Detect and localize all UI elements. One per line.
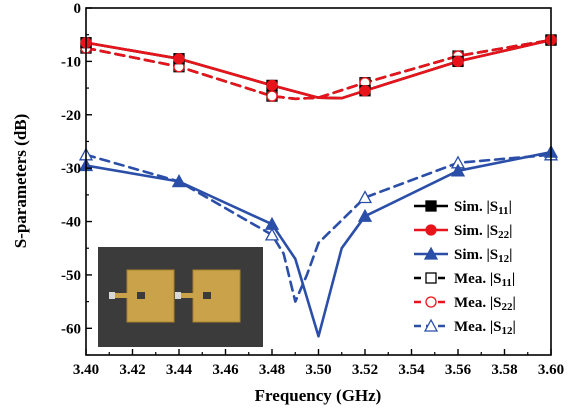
x-axis-title: Frequency (GHz) xyxy=(255,386,382,405)
x-tick-label: 3.52 xyxy=(352,362,378,378)
legend-label-5: Mea. |S12| xyxy=(454,319,516,337)
connector-right xyxy=(175,292,181,299)
x-tick-label: 3.56 xyxy=(445,362,472,378)
x-tick-label: 3.50 xyxy=(305,362,331,378)
data-point-2 xyxy=(357,208,373,222)
y-tick-label: -10 xyxy=(61,54,81,70)
data-point-2 xyxy=(264,216,280,230)
axes-layer: 3.40 3.42 3.44 3.46 3.48 3.50 3.52 3.54 3.56 3.58… xyxy=(61,1,564,378)
data-point-2 xyxy=(450,163,466,177)
y-tick-label: -60 xyxy=(61,321,81,337)
legend-marker-4 xyxy=(425,296,437,308)
legend-label-2: Sim. |S12| xyxy=(454,247,512,265)
series-line-1 xyxy=(86,38,551,100)
series-line-3 xyxy=(86,38,551,101)
feed-right xyxy=(177,293,201,298)
data-point-1 xyxy=(359,85,371,97)
x-tick-label: 3.58 xyxy=(491,362,517,378)
data-point-5 xyxy=(264,227,280,241)
data-point-4 xyxy=(266,90,278,102)
x-tick-label: 3.40 xyxy=(73,362,99,378)
x-tick-label: 3.44 xyxy=(166,362,193,378)
y-tick-label: -20 xyxy=(61,108,81,124)
legend-marker-5 xyxy=(423,318,439,332)
data-point-5 xyxy=(357,190,373,204)
legend: Sim. |S11| Sim. |S22| Sim. |S12| Mea. |S11|… xyxy=(414,199,516,337)
series-line-2 xyxy=(86,150,551,338)
legend-marker-3 xyxy=(425,272,437,284)
connector-left xyxy=(109,292,115,299)
legend-label-1: Sim. |S22| xyxy=(454,223,512,241)
x-tick-label: 3.54 xyxy=(398,362,425,378)
legend-marker-0 xyxy=(425,200,437,212)
y-tick-label: -30 xyxy=(61,161,81,177)
slot-right xyxy=(203,292,211,299)
series-layer xyxy=(86,38,551,338)
legend-marker-2 xyxy=(423,246,439,260)
x-tick-label: 3.46 xyxy=(212,362,239,378)
legend-label-4: Mea. |S22| xyxy=(454,295,516,313)
data-point-2 xyxy=(171,174,187,188)
series-line-5 xyxy=(86,153,551,303)
legend-label-0: Sim. |S11| xyxy=(454,199,512,217)
x-tick-label: 3.60 xyxy=(538,362,564,378)
y-tick-label: -40 xyxy=(61,215,81,231)
data-point-1 xyxy=(266,79,278,92)
series-line-0 xyxy=(86,38,551,100)
legend-marker-1 xyxy=(425,224,437,236)
y-axis-title: S-parameters (dB) xyxy=(11,114,30,249)
series-line-4 xyxy=(86,38,551,101)
legend-label-3: Mea. |S11| xyxy=(454,271,515,289)
y-tick-label: 0 xyxy=(74,1,82,17)
data-point-1 xyxy=(452,55,464,68)
x-tick-label: 3.48 xyxy=(259,362,285,378)
x-tick-label: 3.42 xyxy=(119,362,145,378)
slot-left xyxy=(137,292,145,299)
data-point-1 xyxy=(173,53,185,65)
y-tick-label: -50 xyxy=(61,268,81,284)
feed-left xyxy=(112,293,135,298)
antenna-photo-inset xyxy=(98,247,263,347)
